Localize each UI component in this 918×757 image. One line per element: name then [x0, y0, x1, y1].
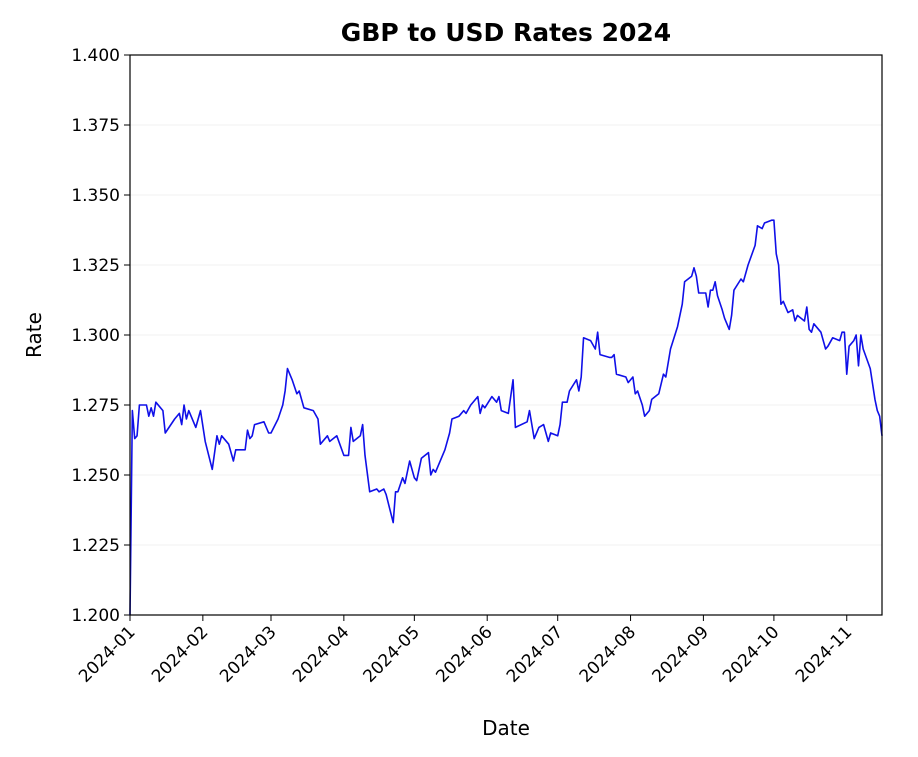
y-tick-label: 1.400 [71, 46, 120, 66]
y-tick-label: 1.300 [71, 326, 120, 346]
x-tick-label: 2024-10 [719, 622, 783, 686]
x-tick-label: 2024-11 [792, 622, 856, 686]
x-tick-label: 2024-04 [289, 622, 353, 686]
data-line [129, 219, 883, 616]
x-tick-label: 2024-08 [576, 622, 640, 686]
y-tick-label: 1.375 [71, 116, 120, 136]
x-tick-label: 2024-06 [432, 622, 496, 686]
x-tick-label: 2024-07 [503, 622, 567, 686]
plot-frame [129, 54, 883, 616]
x-axis-label: Date [482, 716, 530, 740]
y-tick-label: 1.250 [71, 466, 120, 486]
y-tick-label: 1.350 [71, 186, 120, 206]
x-tick-label: 2024-09 [649, 622, 713, 686]
y-axis-label: Rate [22, 312, 46, 358]
x-tick-label: 2024-03 [216, 622, 280, 686]
chart-title: GBP to USD Rates 2024 [341, 18, 671, 47]
x-tick-label: 2024-05 [360, 622, 424, 686]
y-tick-label: 1.275 [71, 396, 120, 416]
y-tick-label: 1.200 [71, 606, 120, 626]
x-tick-label: 2024-01 [75, 622, 139, 686]
y-tick-label: 1.325 [71, 256, 120, 276]
y-tick-label: 1.225 [71, 536, 120, 556]
x-tick-label: 2024-02 [148, 622, 212, 686]
